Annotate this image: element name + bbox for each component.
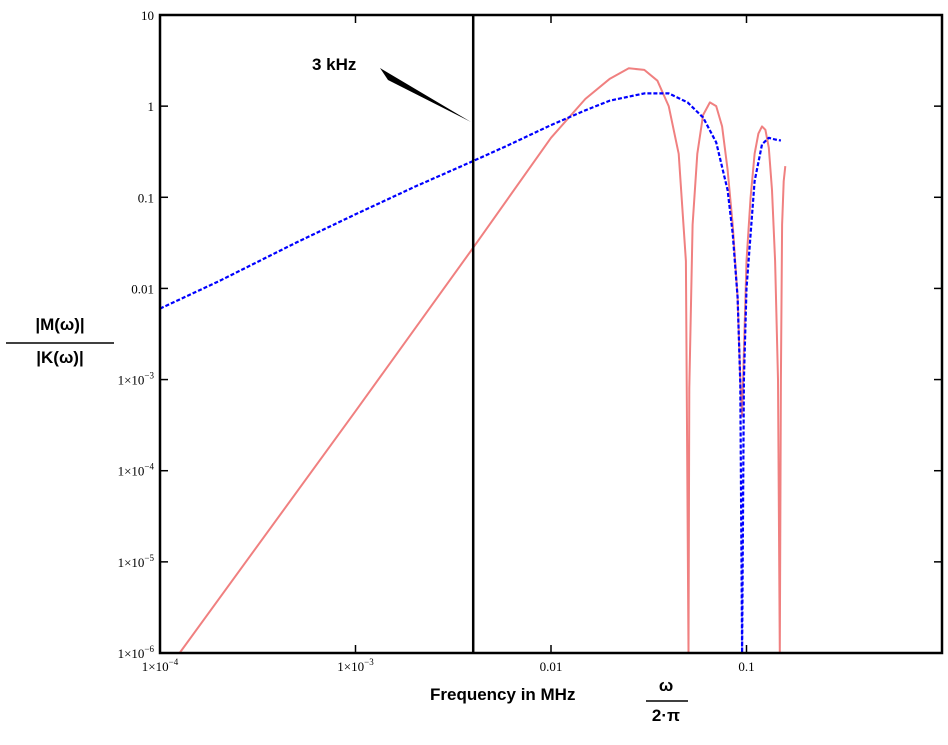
series-line-2: [159, 92, 782, 655]
marker-label: 3 kHz: [312, 55, 356, 74]
y-tick-label: 1×10−3: [118, 371, 155, 388]
x-tick-label: 1×10−4: [142, 657, 179, 674]
y-tick-label: 1: [148, 99, 155, 114]
labels: Frequency in MHz ω 2·π |M(ω)| |K(ω)| 3 k…: [6, 55, 688, 725]
y-tick-label: 0.01: [131, 281, 154, 296]
series-line-1: [178, 67, 787, 654]
y-tick-label: 10: [141, 8, 154, 23]
x-tick-label: 0.01: [540, 659, 563, 674]
y-tick-label: 0.1: [138, 190, 154, 205]
y-tick-label: 1×10−6: [118, 644, 155, 661]
marker-pointer: [380, 68, 471, 122]
y-tick-label: 1×10−4: [118, 462, 155, 479]
y-axis-title-denominator: |K(ω)|: [36, 348, 83, 367]
x-tick-label: 1×10−3: [337, 657, 374, 674]
x-axis-title: Frequency in MHz: [430, 685, 575, 704]
y-axis-title-numerator: |M(ω)|: [35, 315, 84, 334]
x-tick-label: 0.1: [738, 659, 754, 674]
plot-frame: [158, 13, 944, 655]
plot-area: [159, 15, 787, 655]
axes: 1×10−4 1×10−3 0.01 0.1 10 1 0.1 0.01 1×10−3 1×10−…: [118, 8, 944, 674]
x-axis-formula-numerator: ω: [659, 676, 673, 695]
x-axis-formula-denominator: 2·π: [652, 706, 680, 725]
y-tick-label: 1×10−5: [118, 553, 155, 570]
